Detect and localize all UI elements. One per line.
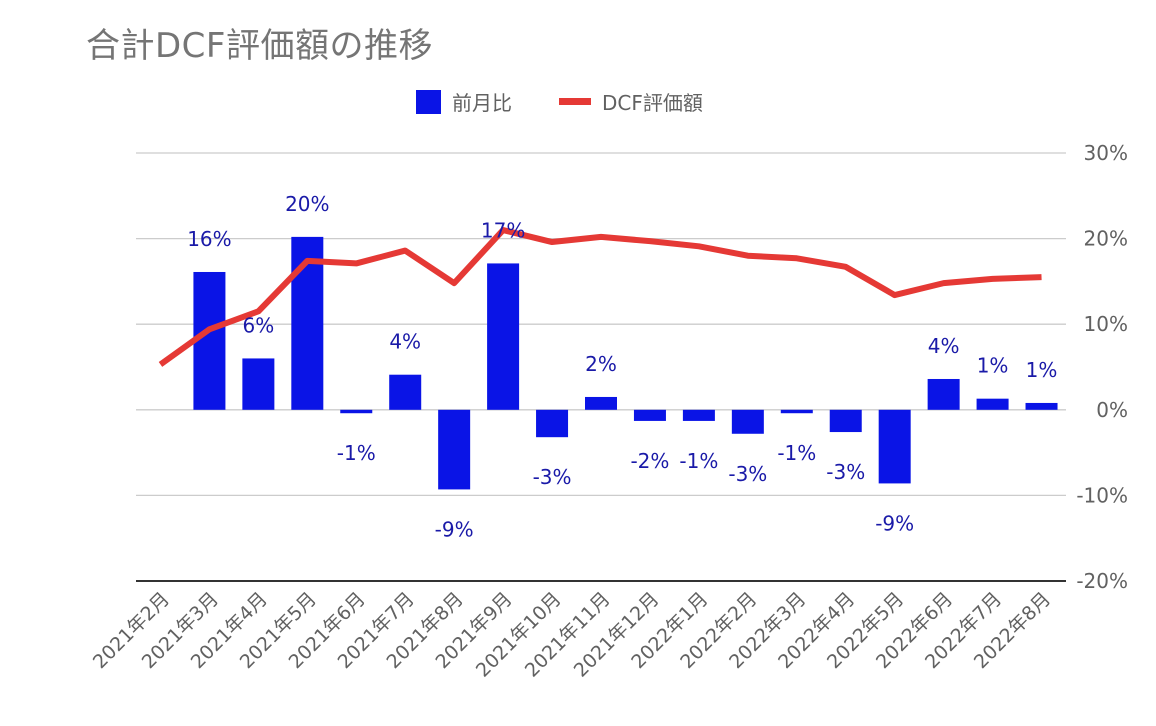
bar [633, 409, 666, 421]
data-labels: 16% 6% 20% -1% 4% -9% 17% -3% 2% -2% -1% -3% -1% -3% -… [187, 192, 1057, 542]
bar-data-label: 1% [977, 354, 1009, 378]
bar [389, 374, 422, 410]
legend-swatch-bar [416, 90, 441, 114]
x-axis: 2021年2月2021年3月2021年4月2021年5月2021年6月2021年… [89, 588, 1055, 682]
bar [731, 409, 764, 434]
bar [585, 396, 617, 410]
bar [438, 409, 471, 490]
bar-data-label: 4% [928, 334, 960, 358]
bar-data-label: 20% [285, 192, 329, 216]
bar-data-label: 17% [481, 218, 525, 242]
legend-swatch-line [559, 98, 591, 105]
bar-data-label: -1% [777, 441, 816, 465]
bar-data-label: -2% [630, 449, 669, 473]
bar-data-label: -3% [533, 465, 572, 489]
bar [291, 236, 324, 410]
bar-data-label: -1% [679, 449, 718, 473]
legend-label-bar: 前月比 [452, 91, 512, 115]
bar [193, 271, 226, 410]
bar-data-label: 6% [243, 313, 275, 337]
bar [1025, 402, 1058, 410]
y-tick-label: 10% [1084, 312, 1128, 336]
y-tick-label: 0% [1096, 398, 1128, 422]
bar [536, 409, 569, 438]
y-tick-label: -20% [1076, 569, 1128, 593]
chart-title: 合計DCF評価額の推移 [86, 26, 433, 66]
bar [242, 358, 275, 410]
bar-series [193, 236, 1058, 490]
bar [976, 398, 1009, 410]
bar-data-label: -1% [337, 441, 376, 465]
bar-data-label: 2% [585, 352, 617, 376]
bar-data-label: -3% [826, 460, 865, 484]
bar [829, 409, 862, 433]
right-y-axis: 30% 20% 10% 0% -10% -20% [1076, 141, 1128, 593]
y-tick-label: 20% [1084, 227, 1128, 251]
legend-label-line: DCF評価額 [602, 91, 703, 115]
bar-data-label: 4% [389, 330, 421, 354]
bar-data-label: -9% [875, 511, 914, 535]
bar [927, 378, 960, 410]
y-tick-label: 30% [1084, 141, 1128, 165]
bar [682, 409, 715, 421]
bar [340, 409, 373, 414]
bar-data-label: -3% [728, 462, 767, 486]
bar [780, 409, 813, 414]
bar [878, 409, 911, 484]
bar-data-label: 1% [1026, 358, 1058, 382]
bar-data-label: -9% [435, 517, 474, 541]
dcf-line [158, 227, 1042, 367]
bar-data-label: 16% [187, 227, 231, 251]
legend: 前月比 DCF評価額 [416, 90, 703, 115]
line-series [158, 227, 1042, 367]
y-tick-label: -10% [1076, 483, 1128, 507]
bar [487, 263, 520, 410]
